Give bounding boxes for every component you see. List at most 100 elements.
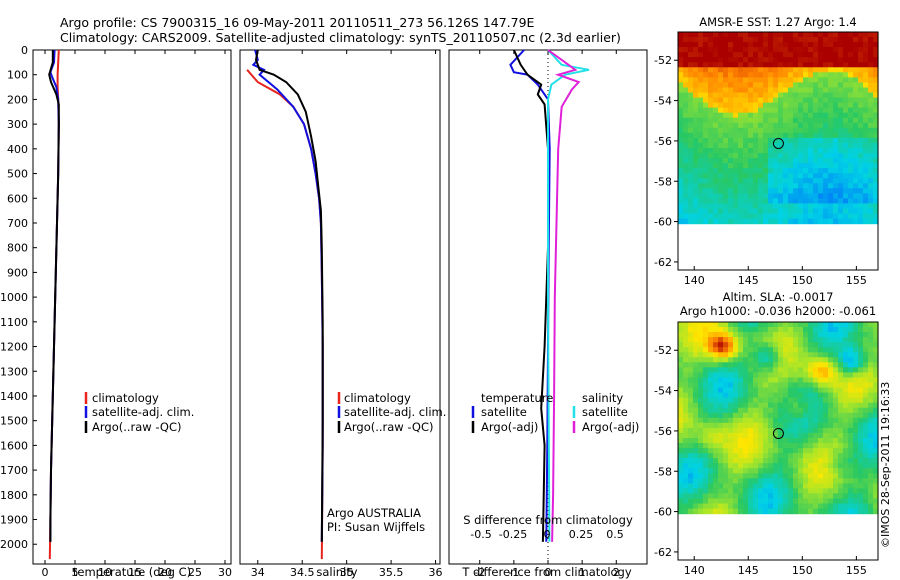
depth-tick-label: 1700 [0,464,28,477]
heatmap-cell [848,407,854,414]
heatmap-cell [688,392,694,399]
heatmap-cell [733,322,739,328]
heatmap-cell [808,427,814,434]
heatmap-cell [748,203,754,209]
heatmap-cell [763,493,769,499]
heatmap-cell [773,332,779,338]
heatmap-cell [708,72,714,78]
heatmap-cell [863,213,869,220]
heatmap-cell [738,193,744,199]
heatmap-cell [723,357,729,363]
heatmap-cell [728,478,734,484]
heatmap-cell [713,397,719,404]
heatmap-cell [873,163,879,169]
heatmap-cell [718,173,724,179]
heatmap-cell [793,198,799,204]
heatmap-cell [753,168,759,174]
heatmap-cell [738,32,744,38]
heatmap-cell [733,412,739,419]
heatmap-cell [758,453,764,459]
heatmap-cell [748,148,754,154]
heatmap-cell [798,137,804,144]
heatmap-cell [838,503,844,510]
heatmap-cell [803,362,809,368]
heatmap-cell [853,153,859,159]
heatmap-cell [698,458,704,464]
heatmap-cell [763,132,769,139]
heatmap-cell [753,402,759,409]
heatmap-cell [678,347,684,353]
heatmap-cell [698,107,704,114]
heatmap-cell [873,327,879,333]
heatmap-cell [803,158,809,164]
depth-tick-label: 1400 [0,390,28,403]
heatmap-cell [748,92,754,99]
heatmap-cell [818,342,824,348]
heatmap-cell [698,503,704,510]
heatmap-cell [873,188,879,194]
heatmap-cell [768,82,774,88]
heatmap-cell [688,62,694,68]
heatmap-cell [843,478,849,484]
heatmap-cell [688,473,694,479]
heatmap-cell [863,427,869,434]
heatmap-cell [698,158,704,164]
heatmap-cell [783,193,789,199]
heatmap-cell [858,97,864,104]
heatmap-cell [868,362,874,368]
heatmap-cell [713,57,719,63]
heatmap-cell [748,153,754,159]
heatmap-cell [738,82,744,88]
heatmap-cell [683,443,689,449]
heatmap-cell [838,357,844,363]
heatmap-cell [743,67,749,73]
heatmap-cell [738,377,744,384]
heatmap-cell [788,97,794,104]
heatmap-cell [678,377,684,384]
heatmap-cell [778,193,784,199]
salinity-x-label: salinity [316,565,357,579]
heatmap-cell [783,72,789,78]
heatmap-cell [733,357,739,363]
heatmap-cell [818,173,824,179]
heatmap-cell [738,382,744,389]
heatmap-cell [813,163,819,169]
heatmap-cell [858,322,864,328]
heatmap-cell [858,387,864,394]
heatmap-cell [853,417,859,424]
heatmap-cell [863,153,869,159]
heatmap-cell [833,47,839,53]
heatmap-cell [698,163,704,169]
heatmap-cell [708,218,714,225]
heatmap-cell [788,443,794,449]
heatmap-cell [713,168,719,174]
heatmap-cell [828,397,834,404]
heatmap-cell [823,503,829,510]
heatmap-cell [808,188,814,194]
heatmap-cell [693,82,699,88]
heatmap-cell [728,62,734,68]
heatmap-cell [803,448,809,454]
heatmap-cell [733,493,739,499]
heatmap-cell [743,503,749,510]
heatmap-cell [718,92,724,99]
heatmap-cell [813,438,819,444]
heatmap-cell [843,183,849,189]
heatmap-cell [733,193,739,199]
heatmap-cell [758,483,764,489]
heatmap-cell [788,322,794,328]
heatmap-cell [703,193,709,199]
heatmap-cell [743,322,749,328]
heatmap-cell [853,102,859,109]
heatmap-cell [733,342,739,348]
heatmap-cell [808,503,814,510]
heatmap-cell [693,448,699,454]
heatmap-cell [838,132,844,139]
heatmap-cell [743,213,749,220]
sla-map-title-line1: Altim. SLA: -0.0017 [723,290,834,304]
heatmap-cell [813,148,819,154]
heatmap-cell [743,77,749,83]
heatmap-cell [683,72,689,78]
heatmap-cell [723,67,729,73]
heatmap-cell [843,473,849,479]
